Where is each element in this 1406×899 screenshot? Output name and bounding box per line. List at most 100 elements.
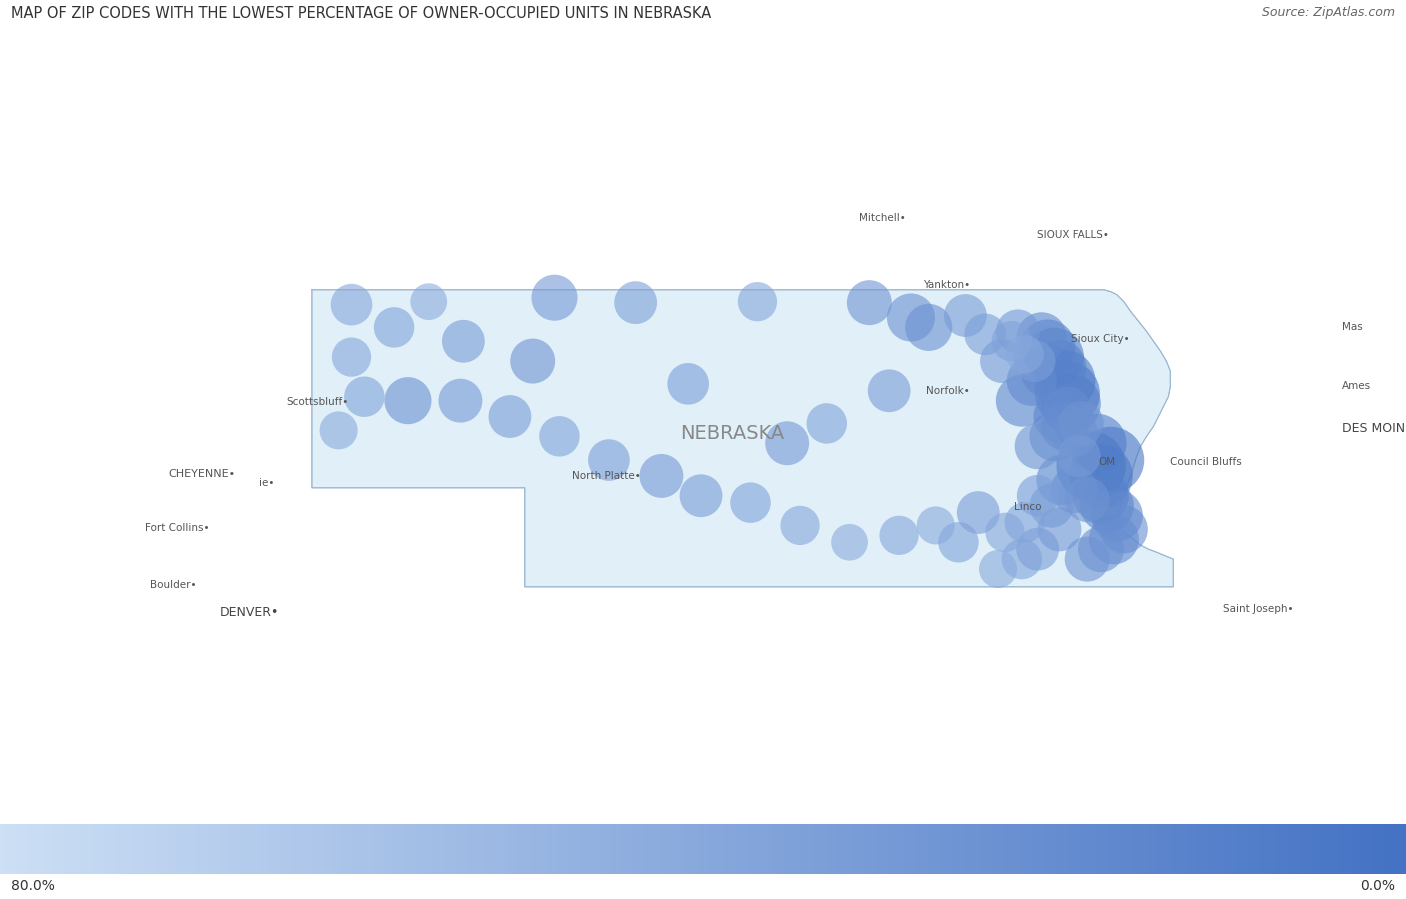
Point (789, 518, 811, 532)
Point (1090, 542, 1112, 556)
Point (1036, 364, 1059, 378)
Point (1053, 374, 1076, 388)
Text: DENVER•: DENVER• (219, 606, 280, 619)
Point (1069, 449, 1091, 463)
Point (918, 320, 941, 334)
Point (974, 327, 997, 342)
Point (1049, 522, 1071, 537)
Point (548, 429, 571, 443)
Point (987, 562, 1010, 576)
Text: ie•: ie• (260, 478, 274, 488)
Point (676, 377, 699, 391)
Point (1076, 552, 1098, 566)
Point (499, 409, 522, 423)
Point (1056, 404, 1078, 418)
Point (1007, 325, 1029, 339)
Point (1060, 396, 1083, 411)
Point (1102, 532, 1125, 547)
Point (1090, 488, 1112, 503)
Text: DES MOINES: DES MOINES (1341, 422, 1406, 435)
Text: Norfolk•: Norfolk• (925, 386, 969, 396)
Point (858, 296, 880, 310)
Point (1011, 394, 1033, 408)
Point (815, 416, 838, 431)
Point (994, 525, 1017, 539)
Text: Ames: Ames (1341, 381, 1371, 391)
Point (1031, 330, 1053, 344)
Point (340, 298, 363, 312)
Point (1014, 515, 1036, 530)
Point (1026, 488, 1049, 503)
Point (1085, 436, 1108, 450)
Point (1014, 347, 1036, 361)
Point (1050, 473, 1073, 487)
Point (1090, 468, 1112, 483)
Text: Saint Joseph•: Saint Joseph• (1223, 603, 1294, 614)
Point (1095, 498, 1118, 512)
Point (650, 468, 672, 483)
Text: Linco: Linco (1014, 502, 1042, 512)
Point (747, 295, 769, 309)
Point (1026, 439, 1049, 453)
Text: Yankton•: Yankton• (924, 280, 970, 289)
Text: 0.0%: 0.0% (1360, 879, 1395, 894)
Text: Fort Collins•: Fort Collins• (145, 523, 209, 533)
Point (1099, 453, 1122, 467)
Point (900, 310, 922, 325)
Text: Council Bluffs: Council Bluffs (1170, 457, 1241, 467)
Point (1043, 429, 1066, 443)
Point (955, 308, 977, 323)
Point (1024, 354, 1046, 369)
Text: CHEYENNE•: CHEYENNE• (169, 469, 236, 479)
Point (396, 394, 419, 408)
Point (1001, 334, 1024, 349)
Point (543, 290, 565, 305)
Point (991, 354, 1014, 369)
Point (598, 453, 620, 467)
Text: OM: OM (1098, 457, 1116, 467)
Text: Sioux City•: Sioux City• (1071, 334, 1130, 344)
Point (353, 389, 375, 404)
Point (1043, 350, 1066, 364)
Point (1021, 374, 1043, 388)
Point (967, 505, 990, 520)
Point (624, 296, 647, 310)
Point (877, 384, 900, 398)
Point (1049, 409, 1071, 423)
Point (1112, 522, 1135, 537)
Point (1053, 419, 1076, 433)
Text: Boulder•: Boulder• (149, 580, 195, 590)
Point (1040, 498, 1063, 512)
Text: SIOUX FALLS•: SIOUX FALLS• (1036, 230, 1108, 240)
Text: NEBRASKA: NEBRASKA (681, 423, 785, 443)
Point (838, 535, 860, 549)
Point (328, 423, 350, 438)
Point (690, 488, 713, 503)
Text: Mas: Mas (1341, 323, 1362, 333)
Point (1011, 552, 1033, 566)
Point (776, 436, 799, 450)
Point (449, 394, 471, 408)
Point (887, 528, 910, 542)
Text: 80.0%: 80.0% (11, 879, 55, 894)
Point (1036, 340, 1059, 354)
Point (1080, 458, 1102, 473)
Point (1063, 483, 1085, 497)
Text: Scottsbluff•: Scottsbluff• (287, 396, 349, 406)
Point (924, 518, 946, 532)
Point (740, 495, 762, 510)
Text: Mitchell•: Mitchell• (859, 213, 905, 224)
Point (340, 350, 363, 364)
Point (418, 295, 440, 309)
Point (948, 535, 970, 549)
Point (1049, 360, 1071, 374)
Point (1026, 542, 1049, 556)
Point (1063, 426, 1085, 441)
Text: MAP OF ZIP CODES WITH THE LOWEST PERCENTAGE OF OWNER-OCCUPIED UNITS IN NEBRASKA: MAP OF ZIP CODES WITH THE LOWEST PERCENT… (11, 6, 711, 22)
Point (1105, 508, 1128, 522)
Polygon shape (312, 289, 1174, 587)
Point (1070, 416, 1092, 431)
Point (522, 354, 544, 369)
Point (382, 320, 405, 334)
Text: North Platte•: North Platte• (572, 471, 641, 481)
